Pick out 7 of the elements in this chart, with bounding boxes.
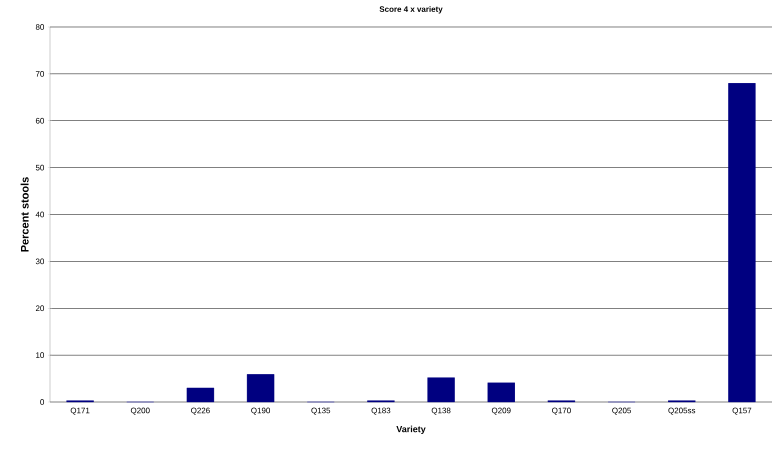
y-axis-title: Percent stools (20, 177, 29, 252)
bar (186, 388, 214, 402)
bar (427, 377, 455, 402)
bar (246, 374, 274, 402)
bar (728, 83, 756, 402)
bar (488, 382, 515, 402)
x-axis-title: Variety (396, 426, 426, 434)
